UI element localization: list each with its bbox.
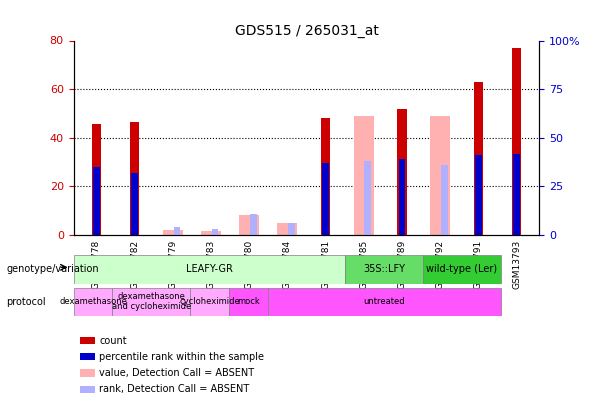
- Bar: [475, 155, 482, 235]
- FancyBboxPatch shape: [74, 288, 112, 316]
- Text: percentile rank within the sample: percentile rank within the sample: [99, 352, 264, 362]
- Bar: [398, 159, 405, 235]
- Bar: [321, 118, 330, 235]
- FancyBboxPatch shape: [423, 255, 501, 284]
- Bar: [354, 116, 374, 235]
- Text: mock: mock: [237, 297, 260, 306]
- Bar: [397, 109, 406, 235]
- Bar: [131, 173, 138, 235]
- FancyBboxPatch shape: [112, 288, 190, 316]
- Bar: [441, 165, 447, 235]
- Text: wild-type (Ler): wild-type (Ler): [426, 264, 497, 274]
- Bar: [512, 48, 521, 235]
- Text: untreated: untreated: [364, 297, 405, 306]
- Bar: [278, 223, 297, 235]
- Text: genotype/variation: genotype/variation: [6, 264, 99, 274]
- Bar: [201, 231, 221, 235]
- Text: 35S::LFY: 35S::LFY: [363, 264, 405, 274]
- Text: LEAFY-GR: LEAFY-GR: [186, 264, 233, 274]
- Bar: [93, 167, 100, 235]
- Bar: [92, 124, 101, 235]
- Bar: [250, 213, 257, 235]
- FancyBboxPatch shape: [190, 288, 229, 316]
- Bar: [211, 229, 218, 235]
- Text: value, Detection Call = ABSENT: value, Detection Call = ABSENT: [99, 368, 254, 378]
- Bar: [322, 163, 329, 235]
- Text: protocol: protocol: [6, 297, 46, 307]
- Bar: [513, 154, 520, 235]
- Bar: [288, 223, 295, 235]
- Bar: [430, 116, 450, 235]
- Text: count: count: [99, 336, 127, 345]
- FancyBboxPatch shape: [268, 288, 501, 316]
- FancyBboxPatch shape: [345, 255, 423, 284]
- Bar: [474, 82, 483, 235]
- Bar: [173, 227, 180, 235]
- FancyBboxPatch shape: [229, 288, 268, 316]
- Text: dexamethasone
and cycloheximide: dexamethasone and cycloheximide: [112, 292, 191, 311]
- Bar: [130, 122, 139, 235]
- FancyBboxPatch shape: [74, 255, 345, 284]
- Bar: [163, 230, 183, 235]
- Bar: [239, 215, 259, 235]
- Title: GDS515 / 265031_at: GDS515 / 265031_at: [235, 24, 378, 38]
- Text: cycloheximide: cycloheximide: [179, 297, 240, 306]
- Text: rank, Detection Call = ABSENT: rank, Detection Call = ABSENT: [99, 384, 249, 394]
- Text: dexamethasone: dexamethasone: [59, 297, 127, 306]
- Bar: [365, 161, 371, 235]
